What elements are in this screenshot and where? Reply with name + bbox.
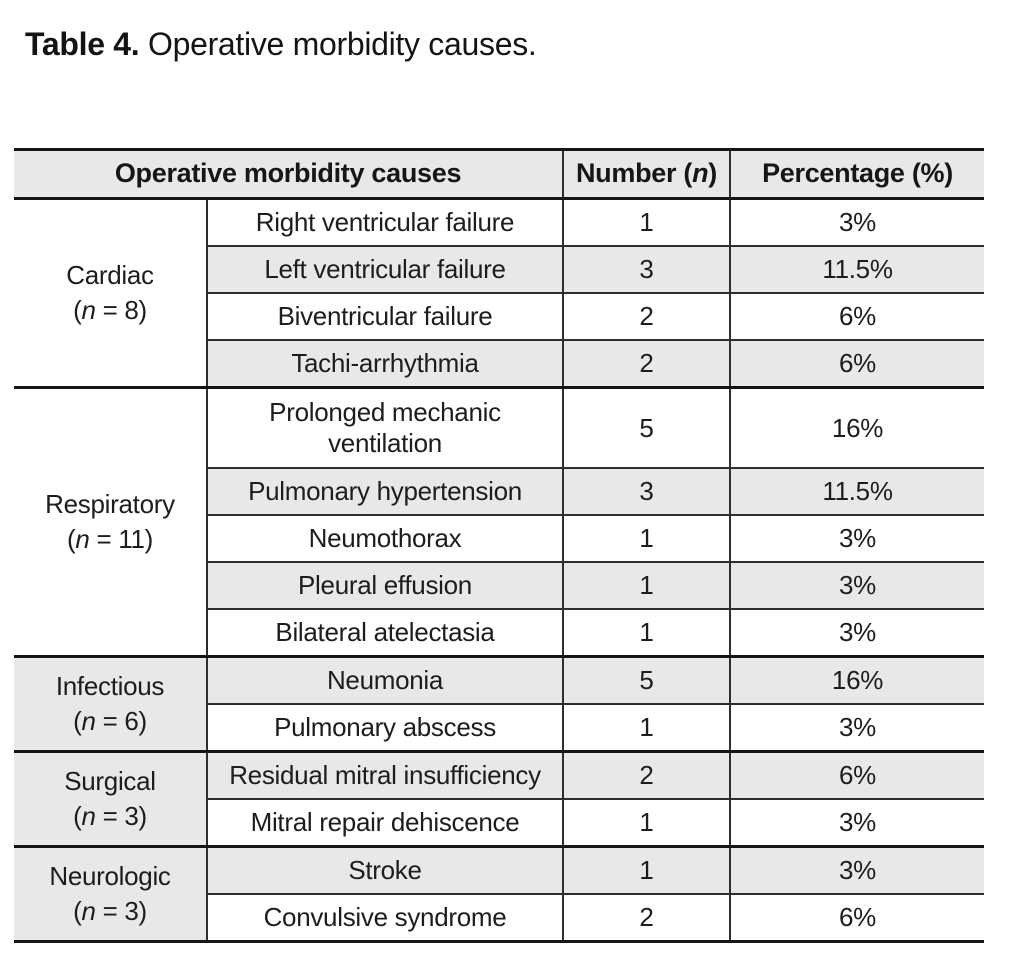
cause-cell: Pulmonary hypertension: [206, 467, 564, 516]
number-cell: 5: [562, 386, 731, 469]
percentage-cell: 3%: [729, 197, 984, 247]
number-cell: 5: [562, 655, 731, 705]
cause-cell: Bilateral atelectasia: [206, 608, 564, 658]
cause-cell: Convulsive syndrome: [206, 893, 564, 943]
cause-cell: Prolonged mechanic ventilation: [206, 386, 564, 469]
category-count: (n = 3): [73, 801, 147, 831]
header-cell-number: Number (n): [562, 149, 731, 200]
category-name: Infectious: [55, 670, 165, 701]
category-cell-neurologic: Neurologic (n = 3): [14, 845, 208, 943]
number-cell: 1: [562, 845, 731, 895]
percentage-cell: 11.5%: [729, 245, 984, 294]
cause-cell: Pleural effusion: [206, 561, 564, 610]
cause-cell: Left ventricular failure: [206, 245, 564, 294]
number-cell: 1: [562, 608, 731, 658]
category-name: Surgical: [64, 765, 156, 796]
category-count: (n = 8): [73, 295, 147, 325]
table-row: Convulsive syndrome 2 6%: [14, 893, 984, 943]
operative-morbidity-table: Operative morbidity causes Number (n) Pe…: [14, 148, 984, 943]
percentage-cell: 3%: [729, 561, 984, 610]
table-row: Neurologic (n = 3) Stroke 1 3%: [14, 845, 984, 943]
cause-cell: Biventricular failure: [206, 292, 564, 341]
percentage-cell: 6%: [729, 893, 984, 943]
table-row: Bilateral atelectasia 1 3%: [14, 608, 984, 658]
table-row: Pulmonary abscess 1 3%: [14, 703, 984, 753]
category-count: (n = 3): [73, 896, 147, 926]
table-number-label: Table 4.: [25, 26, 140, 62]
number-cell: 2: [562, 292, 731, 341]
header-cell-causes: Operative morbidity causes: [14, 149, 564, 200]
category-name: Neurologic: [49, 860, 171, 891]
table-row: Cardiac (n = 8) Right ventricular failur…: [14, 197, 984, 389]
number-cell: 1: [562, 514, 731, 563]
category-cell-cardiac: Cardiac (n = 8): [14, 197, 208, 389]
table-row: Infectious (n = 6) Neumonia 5 16%: [14, 655, 984, 753]
category-name: Cardiac: [66, 259, 154, 290]
category-count: (n = 11): [66, 524, 153, 554]
table-row: Respiratory (n = 11) Prolonged mechanic …: [14, 386, 984, 658]
table-row: Surgical (n = 3) Residual mitral insuffi…: [14, 750, 984, 848]
number-cell: 2: [562, 750, 731, 800]
page-title: Table 4. Operative morbidity causes.: [25, 26, 537, 63]
cause-cell: Neumothorax: [206, 514, 564, 563]
table-row: Tachi-arrhythmia 2 6%: [14, 339, 984, 389]
table-row: Left ventricular failure 3 11.5%: [14, 245, 984, 294]
category-name: Respiratory: [45, 488, 175, 519]
number-cell: 3: [562, 467, 731, 516]
table-row: Neumothorax 1 3%: [14, 514, 984, 563]
category-cell-surgical: Surgical (n = 3): [14, 750, 208, 848]
cause-cell: Right ventricular failure: [206, 197, 564, 247]
table-row: Pulmonary hypertension 3 11.5%: [14, 467, 984, 516]
percentage-cell: 6%: [729, 750, 984, 800]
percentage-cell: 6%: [729, 339, 984, 389]
percentage-cell: 6%: [729, 292, 984, 341]
number-cell: 3: [562, 245, 731, 294]
number-cell: 1: [562, 197, 731, 247]
number-cell: 1: [562, 798, 731, 848]
cause-cell: Residual mitral insufficiency: [206, 750, 564, 800]
percentage-cell: 11.5%: [729, 467, 984, 516]
percentage-cell: 3%: [729, 845, 984, 895]
percentage-cell: 16%: [729, 386, 984, 469]
table-row: Mitral repair dehiscence 1 3%: [14, 798, 984, 848]
number-cell: 2: [562, 339, 731, 389]
table-row: Pleural effusion 1 3%: [14, 561, 984, 610]
category-count: (n = 6): [73, 706, 147, 736]
cause-cell: Stroke: [206, 845, 564, 895]
cause-cell: Neumonia: [206, 655, 564, 705]
number-cell: 2: [562, 893, 731, 943]
cause-cell: Pulmonary abscess: [206, 703, 564, 753]
percentage-cell: 16%: [729, 655, 984, 705]
number-cell: 1: [562, 561, 731, 610]
category-cell-infectious: Infectious (n = 6): [14, 655, 208, 753]
number-cell: 1: [562, 703, 731, 753]
header-cell-percentage: Percentage (%): [729, 149, 984, 200]
percentage-cell: 3%: [729, 798, 984, 848]
category-cell-respiratory: Respiratory (n = 11): [14, 386, 208, 658]
percentage-cell: 3%: [729, 514, 984, 563]
cause-cell: Tachi-arrhythmia: [206, 339, 564, 389]
header-row: Operative morbidity causes Number (n) Pe…: [14, 149, 984, 200]
cause-cell: Mitral repair dehiscence: [206, 798, 564, 848]
table-caption: Operative morbidity causes.: [139, 26, 537, 62]
percentage-cell: 3%: [729, 703, 984, 753]
table-row: Biventricular failure 2 6%: [14, 292, 984, 341]
percentage-cell: 3%: [729, 608, 984, 658]
